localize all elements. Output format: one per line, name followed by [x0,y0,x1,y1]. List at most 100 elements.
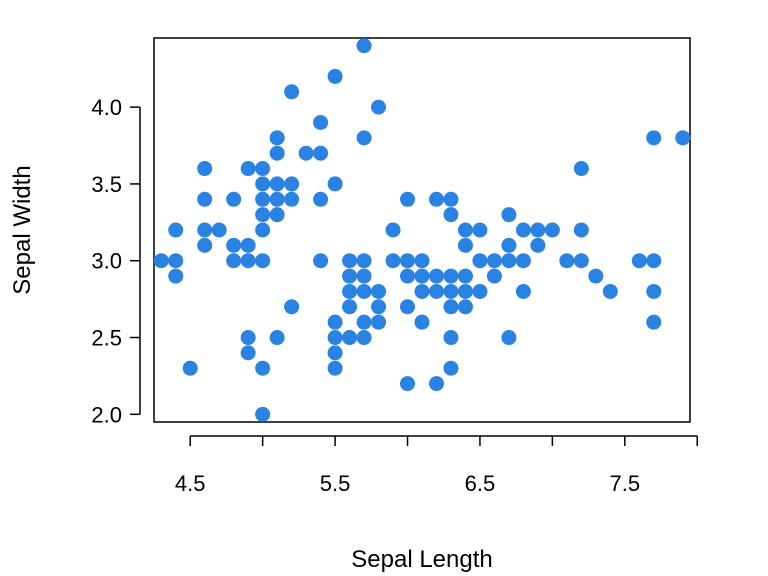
data-point [588,268,604,284]
data-point [356,38,372,54]
data-point [226,237,242,253]
data-point [371,314,387,330]
data-point [414,253,430,269]
y-tick-label: 3.5 [91,172,122,197]
data-point [400,268,416,284]
data-point [356,314,372,330]
y-tick-label: 2.0 [91,402,122,427]
data-point [457,222,473,238]
data-point [240,237,256,253]
data-point [385,222,401,238]
y-tick-label: 2.5 [91,326,122,351]
data-point [602,283,618,299]
data-point [443,191,459,207]
data-point [269,145,285,161]
data-point [472,283,488,299]
data-point [226,191,242,207]
data-point [443,268,459,284]
y-tick-label: 4.0 [91,95,122,120]
data-point [400,376,416,392]
data-point [356,330,372,346]
data-point [313,191,329,207]
data-point [284,84,300,100]
data-point [327,360,343,376]
y-tick-label: 3.0 [91,249,122,274]
data-point [284,176,300,192]
data-point [255,253,271,269]
data-point [457,237,473,253]
data-point [515,283,531,299]
data-point [327,345,343,361]
data-point [400,299,416,315]
data-point [428,283,444,299]
data-point [342,253,358,269]
plot-frame [153,37,691,423]
data-point [240,161,256,177]
data-point [443,283,459,299]
data-point [197,237,213,253]
data-point [472,253,488,269]
data-point [646,130,662,146]
data-point [356,130,372,146]
data-point [284,299,300,315]
data-point [255,207,271,223]
data-point [371,299,387,315]
data-point [226,253,242,269]
data-point [168,253,184,269]
data-point [486,268,502,284]
data-point [414,314,430,330]
data-point [269,130,285,146]
data-point [327,330,343,346]
x-axis-title: Sepal Length [351,546,492,573]
x-tick-label: 7.5 [610,471,641,496]
data-point [675,130,691,146]
data-point [298,145,314,161]
data-point [457,299,473,315]
data-point [240,253,256,269]
data-point [400,253,416,269]
data-point [501,253,517,269]
data-point [168,268,184,284]
data-point [356,283,372,299]
data-point [255,406,271,422]
data-point [342,283,358,299]
data-point [414,283,430,299]
data-point [197,161,213,177]
data-point [342,330,358,346]
data-point [255,360,271,376]
data-point [443,330,459,346]
data-point [501,330,517,346]
data-point [168,222,184,238]
data-point [371,99,387,115]
data-point [414,268,430,284]
data-point [486,253,502,269]
data-point [646,253,662,269]
data-point [284,191,300,207]
data-point [269,207,285,223]
data-point [443,207,459,223]
x-tick-label: 4.5 [175,471,206,496]
data-point [472,222,488,238]
x-tick-label: 5.5 [320,471,351,496]
data-point [428,268,444,284]
data-point [428,191,444,207]
data-point [255,222,271,238]
data-point [342,268,358,284]
data-point [371,283,387,299]
data-point [211,222,227,238]
data-point [573,161,589,177]
data-point [428,376,444,392]
data-point [646,314,662,330]
data-point [573,222,589,238]
data-point [457,268,473,284]
data-point [240,345,256,361]
data-point [269,330,285,346]
data-point [255,191,271,207]
data-point [255,176,271,192]
x-axis: 4.5 5.5 6.5 7.5 [175,435,698,496]
data-point [385,253,401,269]
data-point [313,253,329,269]
data-point [530,237,546,253]
data-point [255,161,271,177]
